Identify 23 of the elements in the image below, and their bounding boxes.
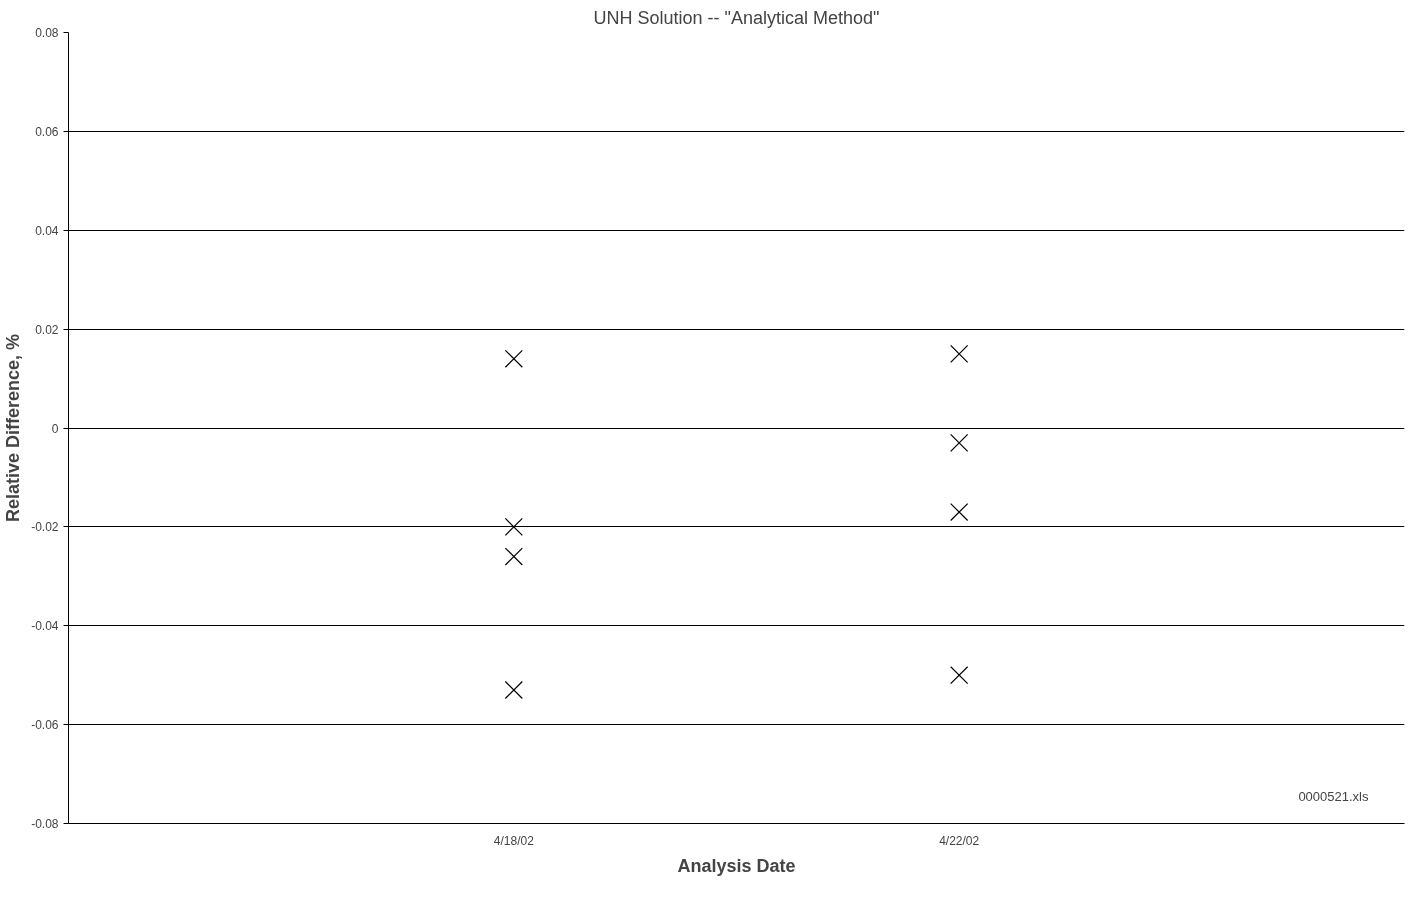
point [950, 502, 969, 522]
annotation: 0000521.xls [1298, 788, 1369, 804]
point [950, 344, 969, 363]
y-tick-label: 0.06 [35, 124, 59, 139]
x-axis-title: Analysis Date [677, 855, 796, 876]
y-tick-label: -0.02 [31, 520, 59, 535]
y-tick-label: 0 [51, 421, 59, 436]
y-tick-label: 0.08 [35, 26, 59, 40]
point [950, 666, 969, 685]
point [504, 349, 523, 368]
point [950, 433, 969, 452]
y-tick-label: 0.04 [35, 223, 59, 238]
point [504, 680, 523, 700]
y-tick-label: -0.06 [31, 718, 59, 733]
point [504, 517, 523, 536]
point [504, 547, 523, 566]
x-tick-label: 4/22/02 [939, 833, 980, 848]
y-axis-title: Relative Difference, % [3, 333, 24, 523]
chart-title: UNH Solution -- "Analytical Method" [593, 7, 880, 28]
y-tick-label: -0.08 [31, 817, 59, 831]
y-tick-label: 0.02 [35, 322, 59, 337]
y-tick-label: -0.04 [31, 619, 59, 634]
x-tick-label: 4/18/02 [493, 833, 535, 848]
